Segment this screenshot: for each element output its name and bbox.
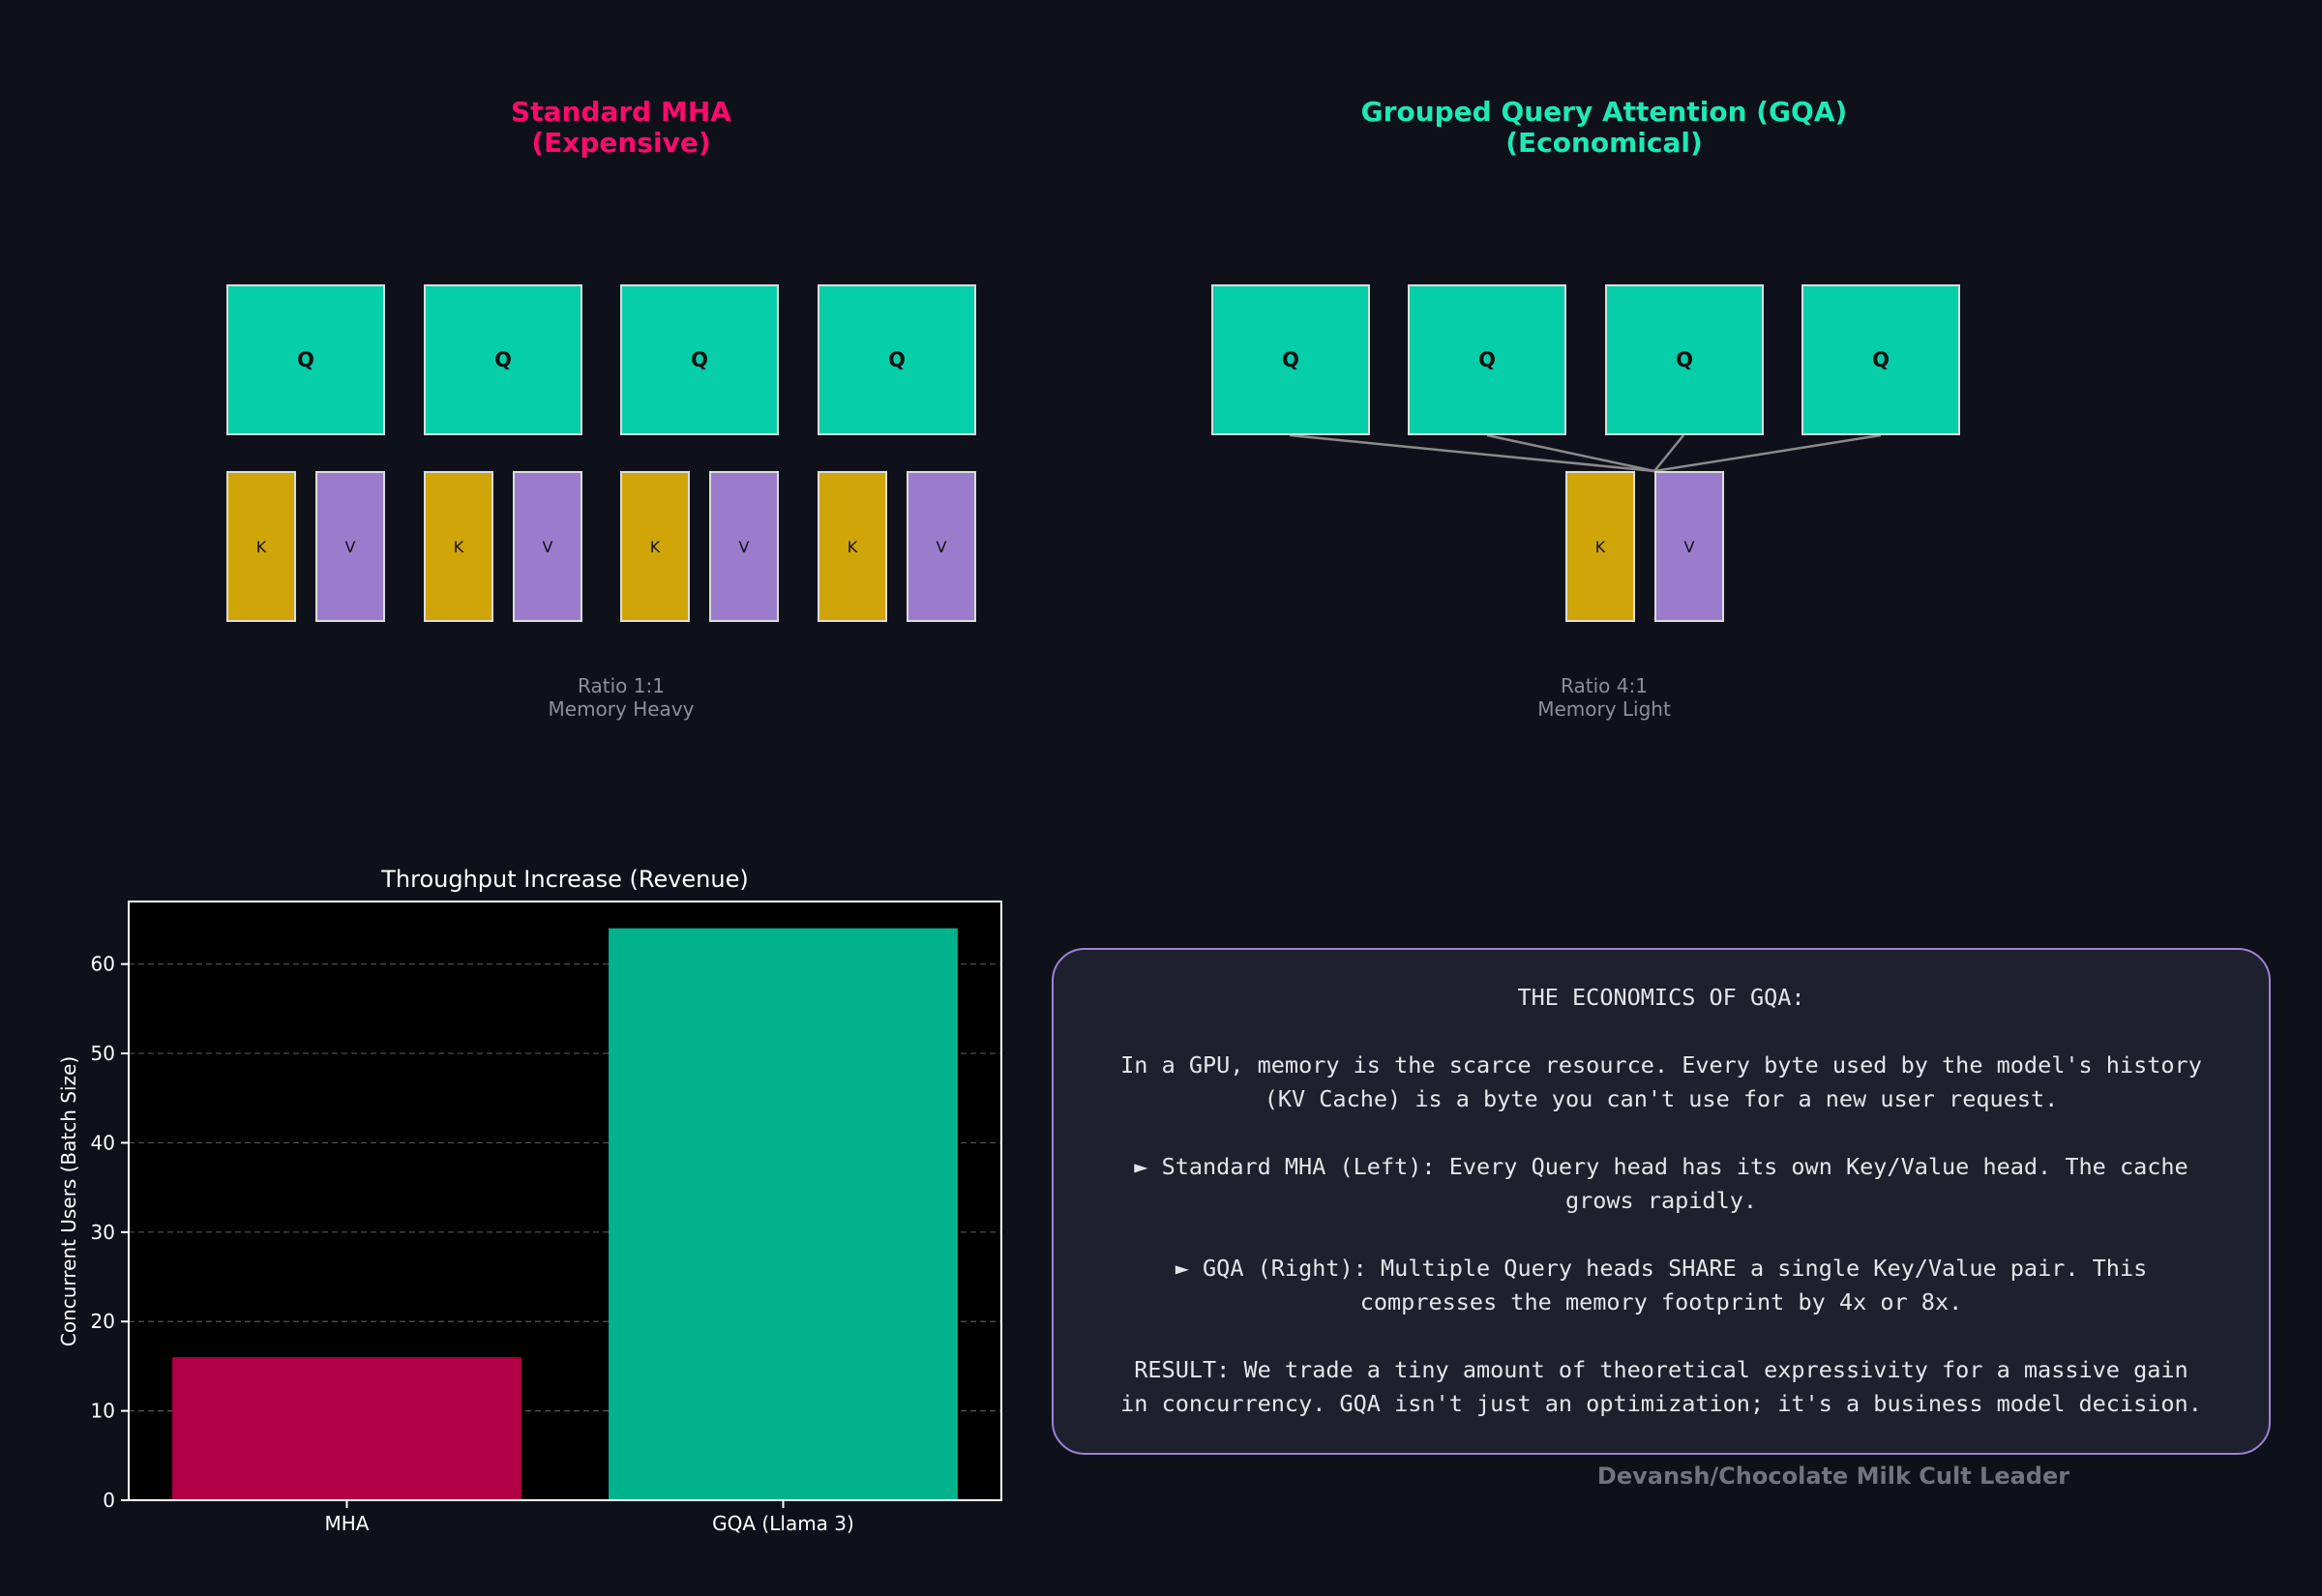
info-line: compresses the memory footprint by 4x or… bbox=[1359, 1288, 1963, 1315]
y-tick-label: 40 bbox=[91, 1131, 115, 1154]
y-tick-label: 30 bbox=[91, 1221, 115, 1244]
info-line: ► GQA (Right): Multiple Query heads SHAR… bbox=[1175, 1255, 2148, 1282]
info-line: (KV Cache) is a byte you can't use for a… bbox=[1264, 1085, 2059, 1112]
author-credit: Devansh/Chocolate Milk Cult Leader bbox=[1596, 1463, 2070, 1490]
gqa-connector-line bbox=[1653, 433, 1882, 473]
bar-mha bbox=[172, 1357, 521, 1500]
mha-query-head: Q bbox=[226, 284, 385, 435]
mha-key-head: K bbox=[424, 471, 493, 622]
gqa-title-line1: Grouped Query Attention (GQA) bbox=[1360, 96, 1848, 128]
y-axis-label: Concurrent Users (Batch Size) bbox=[57, 1056, 80, 1346]
gqa-query-head: Q bbox=[1211, 284, 1370, 435]
mha-value-head: V bbox=[315, 471, 385, 622]
gqa-query-head: Q bbox=[1801, 284, 1960, 435]
mha-value-head: V bbox=[907, 471, 976, 622]
info-paragraph-mha: ► Standard MHA (Left): Every Query head … bbox=[1083, 1150, 2240, 1218]
mha-value-head: V bbox=[709, 471, 779, 622]
mha-ratio-caption: Ratio 1:1 Memory Heavy bbox=[428, 674, 815, 721]
axis-ticks: 0 10 20 30 40 50 60 MHA GQA (Llama 3) bbox=[91, 901, 1002, 1535]
y-tick-label: 50 bbox=[91, 1042, 115, 1065]
gqa-ratio-line2: Memory Light bbox=[1537, 697, 1671, 721]
gqa-shared-key-head: K bbox=[1565, 471, 1635, 622]
gqa-title-line2: (Economical) bbox=[1505, 127, 1703, 159]
mha-title-line2: (Expensive) bbox=[531, 127, 711, 159]
mha-ratio-line2: Memory Heavy bbox=[548, 697, 695, 721]
chart-title: Throughput Increase (Revenue) bbox=[381, 866, 749, 893]
info-paragraph-result: RESULT: We trade a tiny amount of theore… bbox=[1083, 1353, 2240, 1421]
mha-value-head: V bbox=[513, 471, 582, 622]
x-tick-label: GQA (Llama 3) bbox=[712, 1512, 854, 1535]
info-line: grows rapidly. bbox=[1564, 1187, 1758, 1214]
gqa-connector-line bbox=[1289, 433, 1655, 473]
mha-key-head: K bbox=[620, 471, 690, 622]
mha-title-line1: Standard MHA bbox=[511, 96, 731, 128]
mha-query-head: Q bbox=[424, 284, 582, 435]
mha-key-head: K bbox=[818, 471, 887, 622]
mha-query-head: Q bbox=[818, 284, 976, 435]
economics-info-box: THE ECONOMICS OF GQA: In a GPU, memory i… bbox=[1052, 948, 2271, 1455]
y-tick-label: 10 bbox=[91, 1400, 115, 1423]
gqa-connector-line bbox=[1486, 433, 1655, 473]
info-paragraph-memory: In a GPU, memory is the scarce resource.… bbox=[1083, 1049, 2240, 1116]
info-paragraph-gqa: ► GQA (Right): Multiple Query heads SHAR… bbox=[1083, 1252, 2240, 1319]
mha-title: Standard MHA (Expensive) bbox=[253, 97, 989, 159]
gqa-connector-line bbox=[1653, 434, 1684, 472]
y-tick-label: 60 bbox=[91, 953, 115, 976]
gqa-ratio-line1: Ratio 4:1 bbox=[1561, 674, 1648, 697]
gqa-query-head: Q bbox=[1408, 284, 1566, 435]
bar-gqa bbox=[609, 928, 958, 1500]
mha-key-head: K bbox=[226, 471, 296, 622]
y-tick-label: 0 bbox=[103, 1489, 115, 1512]
info-line: in concurrency. GQA isn't just an optimi… bbox=[1120, 1390, 2202, 1417]
mha-ratio-line1: Ratio 1:1 bbox=[578, 674, 665, 697]
plot-frame bbox=[128, 901, 1002, 1501]
info-line: RESULT: We trade a tiny amount of theore… bbox=[1134, 1356, 2188, 1383]
y-tick-label: 20 bbox=[91, 1310, 115, 1333]
info-heading: THE ECONOMICS OF GQA: bbox=[1517, 984, 1805, 1011]
gqa-ratio-caption: Ratio 4:1 Memory Light bbox=[1411, 674, 1798, 721]
x-tick-label: MHA bbox=[325, 1512, 370, 1535]
info-line: In a GPU, memory is the scarce resource.… bbox=[1120, 1051, 2202, 1079]
bars bbox=[172, 928, 958, 1500]
gqa-query-head: Q bbox=[1605, 284, 1764, 435]
gqa-shared-value-head: V bbox=[1654, 471, 1724, 622]
gqa-title: Grouped Query Attention (GQA) (Economica… bbox=[1236, 97, 1972, 159]
info-line: ► Standard MHA (Left): Every Query head … bbox=[1134, 1153, 2188, 1180]
mha-query-head: Q bbox=[620, 284, 779, 435]
